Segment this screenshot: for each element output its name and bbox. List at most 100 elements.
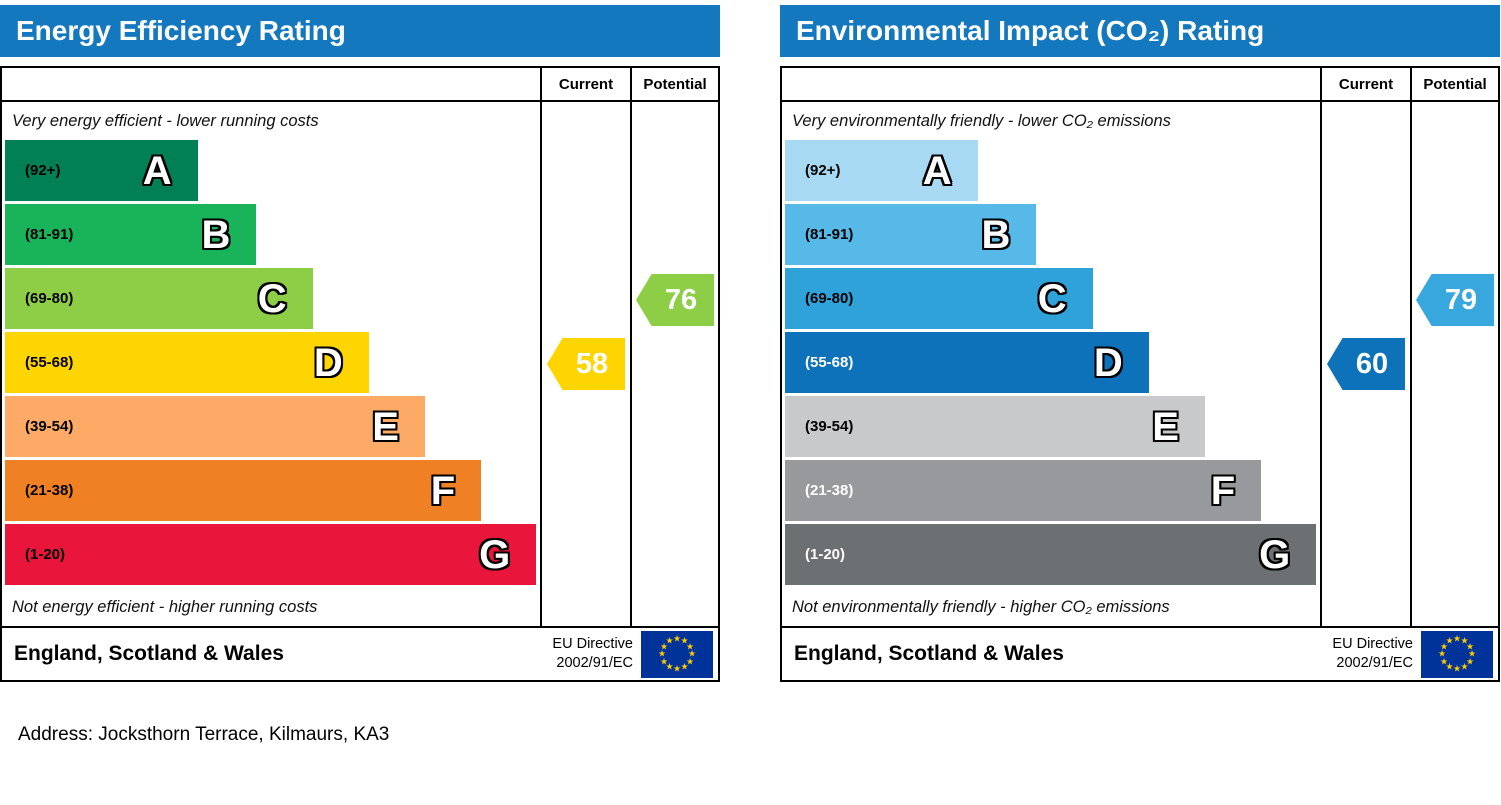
property-address: Address: Jocksthorn Terrace, Kilmaurs, K…: [18, 724, 390, 745]
band-letter: D: [1093, 340, 1123, 385]
band-letter: F: [1210, 468, 1236, 513]
band-row: (69-80) C: [782, 268, 1320, 332]
band-bar-d: (55-68) D: [5, 332, 369, 393]
eu-flag-icon: ★ ★ ★ ★ ★ ★ ★ ★ ★ ★ ★ ★: [641, 630, 713, 678]
eu-flag-star: ★: [1445, 635, 1454, 646]
chart-title: Environmental Impact (CO₂) Rating: [780, 5, 1500, 57]
eu-flag-star: ★: [680, 661, 689, 672]
current-rating-arrow: 60: [1327, 338, 1405, 390]
band-letter: A: [142, 148, 172, 193]
band-row: (69-80) C: [2, 268, 540, 332]
band-range-label: (92+): [25, 162, 61, 179]
col-current: 60: [1320, 102, 1410, 626]
rating-bands: (92+) A (81-91) B (69-80) C (55-68) D (39-54) E (2…: [2, 140, 540, 588]
band-bar-c: (69-80) C: [5, 268, 313, 329]
band-range-label: (21-38): [25, 482, 74, 499]
band-bar-g: (1-20) G: [5, 524, 537, 585]
footer-right: EU Directive 2002/91/EC ★ ★ ★ ★ ★ ★ ★ ★ ★ ★ ★ ★: [1332, 630, 1493, 678]
band-area: Very environmentally friendly - lower CO…: [782, 102, 1320, 626]
rating-bands: (92+) A (81-91) B (69-80) C (55-68) D (39-54) E (2…: [782, 140, 1320, 588]
band-bar-d: (55-68) D: [785, 332, 1149, 393]
eu-flag-star: ★: [687, 648, 697, 659]
band-letter: B: [981, 212, 1011, 257]
potential-column-header: Potential: [630, 68, 718, 102]
band-range-label: (69-80): [805, 290, 854, 307]
rating-table: Current Potential Very environmentally f…: [780, 66, 1500, 682]
header-spacer: [782, 68, 1320, 102]
top-caption: Very energy efficient - lower running co…: [12, 111, 319, 130]
band-row: (21-38) F: [2, 460, 540, 524]
bottom-caption: Not environmentally friendly - higher CO…: [792, 597, 1170, 616]
band-letter: G: [1259, 532, 1291, 577]
eu-directive-line2: 2002/91/EC: [556, 655, 633, 671]
eu-flag-star: ★: [1439, 656, 1449, 666]
eu-flag-star: ★: [672, 663, 682, 674]
eu-directive-label: EU Directive 2002/91/EC: [1332, 635, 1413, 673]
band-bar-a: (92+) A: [785, 140, 978, 201]
band-bar-f: (21-38) F: [785, 460, 1262, 521]
band-row: (92+) A: [782, 140, 1320, 204]
band-bar-e: (39-54) E: [785, 396, 1205, 457]
band-bar-c: (69-80) C: [785, 268, 1093, 329]
band-range-label: (1-20): [25, 546, 66, 563]
footer-right: EU Directive 2002/91/EC ★ ★ ★ ★ ★ ★ ★ ★ ★ ★ ★ ★: [552, 630, 713, 678]
eu-flag-star: ★: [665, 635, 674, 646]
band-range-label: (55-68): [25, 354, 74, 371]
band-range-label: (39-54): [25, 418, 74, 435]
eu-flag-star: ★: [1437, 648, 1447, 659]
eu-flag-star: ★: [1460, 635, 1469, 646]
band-range-label: (39-54): [805, 418, 854, 435]
band-bar-g: (1-20) G: [785, 524, 1317, 585]
band-bar-f: (21-38) F: [5, 460, 482, 521]
eu-flag-star: ★: [1460, 661, 1469, 672]
eu-flag-icon: ★ ★ ★ ★ ★ ★ ★ ★ ★ ★ ★ ★: [1421, 630, 1493, 678]
band-bar-b: (81-91) B: [5, 204, 257, 265]
region-label: England, Scotland & Wales: [14, 642, 284, 665]
potential-rating-arrow: 76: [636, 274, 714, 326]
band-row: (81-91) B: [782, 204, 1320, 268]
band-range-label: (21-38): [805, 482, 854, 499]
environmental-impact-chart: Environmental Impact (CO₂) Rating Curren…: [780, 5, 1500, 682]
bottom-caption: Not energy efficient - higher running co…: [12, 597, 318, 616]
band-range-label: (69-80): [25, 290, 74, 307]
eu-flag-star: ★: [685, 641, 695, 651]
band-row: (21-38) F: [782, 460, 1320, 524]
eu-flag-star: ★: [680, 635, 689, 646]
band-letter: F: [430, 468, 456, 513]
band-letter: B: [201, 212, 231, 257]
band-letter: A: [922, 148, 952, 193]
potential-rating-arrow: 79: [1416, 274, 1494, 326]
eu-flag-star: ★: [1465, 641, 1475, 651]
band-letter: C: [257, 276, 287, 321]
current-column-header: Current: [1320, 68, 1410, 102]
rating-table: Current Potential Very energy efficient …: [0, 66, 720, 682]
eu-flag-star: ★: [1452, 663, 1462, 674]
eu-flag-star: ★: [659, 656, 669, 666]
eu-flag-star: ★: [657, 648, 667, 659]
band-range-label: (81-91): [25, 226, 74, 243]
band-row: (92+) A: [2, 140, 540, 204]
band-row: (39-54) E: [2, 396, 540, 460]
chart-footer: England, Scotland & Wales EU Directive 2…: [2, 626, 718, 680]
band-row: (55-68) D: [2, 332, 540, 396]
eu-flag-star: ★: [1467, 648, 1477, 659]
current-column-header: Current: [540, 68, 630, 102]
eu-flag-star: ★: [665, 661, 674, 672]
eu-flag-star: ★: [1439, 641, 1449, 651]
band-row: (1-20) G: [782, 524, 1320, 588]
band-bar-b: (81-91) B: [785, 204, 1037, 265]
rating-panels: Energy Efficiency Rating Current Potenti…: [0, 5, 1500, 682]
top-caption: Very environmentally friendly - lower CO…: [792, 111, 1171, 130]
eu-directive-line2: 2002/91/EC: [1336, 655, 1413, 671]
eu-flag-star: ★: [659, 641, 669, 651]
band-range-label: (1-20): [805, 546, 846, 563]
eu-flag-star: ★: [672, 633, 682, 644]
eu-flag-star: ★: [1452, 633, 1462, 644]
eu-flag-star: ★: [685, 656, 695, 666]
chart-footer: England, Scotland & Wales EU Directive 2…: [782, 626, 1498, 680]
band-letter: G: [479, 532, 511, 577]
current-rating-arrow: 58: [547, 338, 625, 390]
eu-flag-star: ★: [1465, 656, 1475, 666]
band-area: Very energy efficient - lower running co…: [2, 102, 540, 626]
col-potential: 76: [630, 102, 718, 626]
